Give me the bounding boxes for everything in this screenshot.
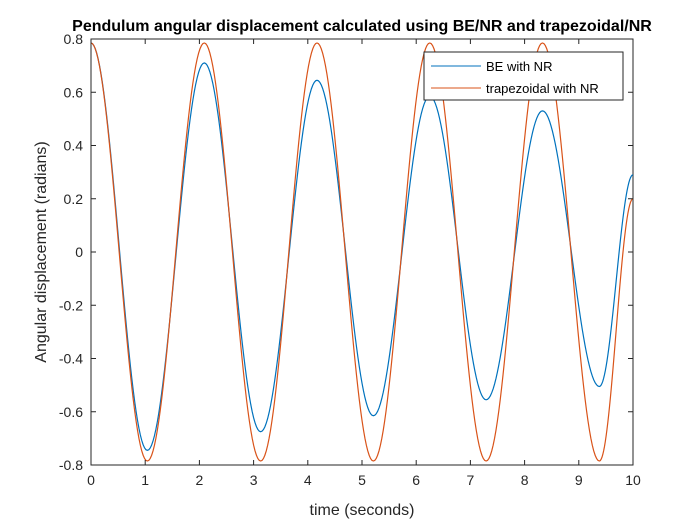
x-tick-label: 3: [250, 472, 258, 488]
y-tick-label: 0.6: [64, 84, 84, 100]
y-tick-label: 0.8: [64, 31, 84, 47]
legend-box: [423, 51, 624, 101]
y-tick-label: -0.4: [59, 351, 83, 367]
chart-title: Pendulum angular displacement calculated…: [72, 18, 652, 35]
y-tick-label: 0.4: [64, 138, 84, 154]
x-tick-label: 9: [575, 472, 583, 488]
series-line-0: [90, 42, 634, 452]
legend-label-trapezoidal: trapezoidal with NR: [486, 81, 599, 96]
plot-area: [90, 38, 634, 466]
y-tick-label: 0.2: [64, 191, 84, 207]
x-axis-label: time (seconds): [310, 502, 415, 519]
y-tick-label: -0.6: [59, 404, 83, 420]
x-tick-label: 5: [358, 472, 366, 488]
x-tick-label: 2: [196, 472, 204, 488]
x-tick-label: 1: [141, 472, 149, 488]
legend: BE with NR trapezoidal with NR: [423, 51, 624, 101]
y-axis-label: Angular displacement (radians): [33, 141, 50, 362]
series-layer: [90, 42, 634, 462]
x-tick-label: 6: [412, 472, 420, 488]
series-line-1: [90, 42, 634, 462]
axes-layer: 0 1 2 3 4 5 6 7 8 9 10 0.8 0.6 0.4 0.2 0 -0.2 -0.4 -0.6 -0.…: [59, 31, 641, 488]
y-tick-label: -0.8: [59, 457, 83, 473]
x-tick-label: 7: [467, 472, 475, 488]
x-tick-label: 0: [87, 472, 95, 488]
y-tick-label: 0: [75, 244, 83, 260]
legend-label-be: BE with NR: [486, 59, 552, 74]
x-tick-label: 8: [521, 472, 529, 488]
x-tick-label: 4: [304, 472, 312, 488]
y-tick-label: -0.2: [59, 297, 83, 313]
x-tick-label: 10: [625, 472, 641, 488]
